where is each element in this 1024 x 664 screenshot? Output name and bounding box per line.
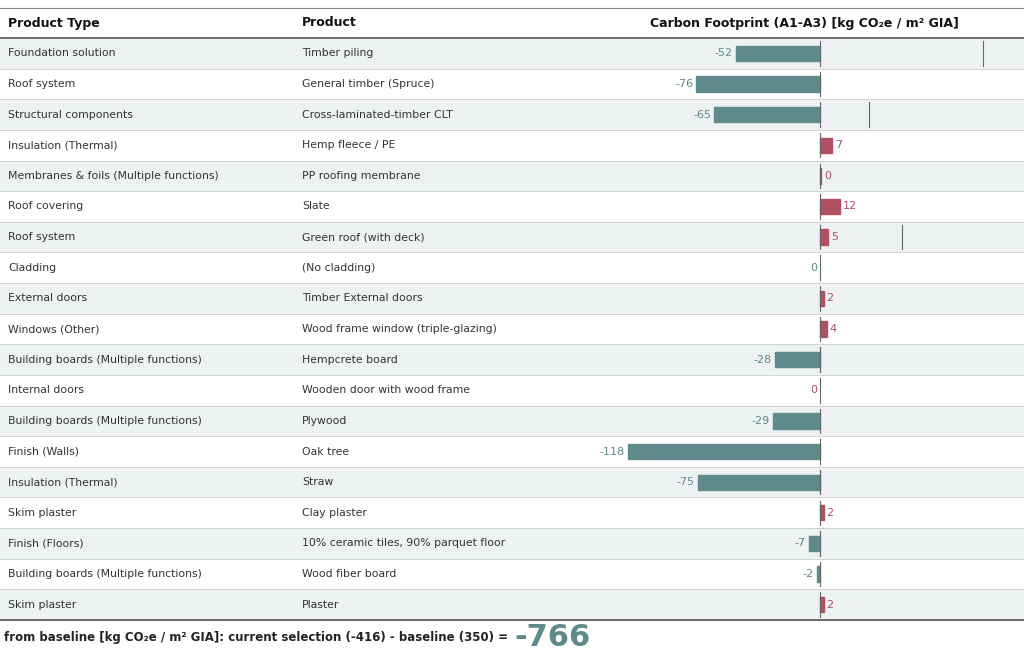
Text: Cladding: Cladding <box>8 263 56 273</box>
Text: (No cladding): (No cladding) <box>302 263 376 273</box>
Bar <box>0 161 1024 191</box>
Bar <box>0 467 1024 497</box>
Bar <box>820 291 823 306</box>
Bar <box>0 38 1024 68</box>
Text: Plaster: Plaster <box>302 600 339 610</box>
Bar <box>820 597 823 612</box>
Bar <box>0 436 1024 467</box>
Bar <box>774 352 820 367</box>
Text: Skim plaster: Skim plaster <box>8 508 76 518</box>
Text: Wood fiber board: Wood fiber board <box>302 569 396 579</box>
Text: -766: -766 <box>514 623 590 653</box>
Text: 0: 0 <box>810 385 817 395</box>
Bar <box>0 406 1024 436</box>
Text: Wooden door with wood frame: Wooden door with wood frame <box>302 385 470 395</box>
Text: 12: 12 <box>843 201 857 211</box>
Text: Product: Product <box>302 17 356 29</box>
Text: Finish (Walls): Finish (Walls) <box>8 446 79 457</box>
Bar <box>0 528 1024 558</box>
Text: Roof covering: Roof covering <box>8 201 83 211</box>
Bar <box>0 222 1024 252</box>
Bar <box>0 345 1024 375</box>
Bar <box>820 230 828 245</box>
Text: Internal doors: Internal doors <box>8 385 84 395</box>
Text: Clay plaster: Clay plaster <box>302 508 367 518</box>
Bar <box>0 99 1024 130</box>
Text: Membranes & foils (Multiple functions): Membranes & foils (Multiple functions) <box>8 171 219 181</box>
Text: -7: -7 <box>795 539 806 548</box>
Text: Product Type: Product Type <box>8 17 99 29</box>
Text: 2: 2 <box>826 600 834 610</box>
Text: Carbon Footprint (A1-A3) [kg CO₂e / m² GIA]: Carbon Footprint (A1-A3) [kg CO₂e / m² G… <box>649 17 958 29</box>
Text: -76: -76 <box>675 79 693 89</box>
Bar <box>820 137 831 153</box>
Text: Structural components: Structural components <box>8 110 133 120</box>
Bar <box>0 68 1024 99</box>
Text: -28: -28 <box>754 355 772 365</box>
Bar <box>0 130 1024 161</box>
Text: General timber (Spruce): General timber (Spruce) <box>302 79 434 89</box>
Text: Oak tree: Oak tree <box>302 446 349 457</box>
Bar <box>0 558 1024 590</box>
Text: Green roof (with deck): Green roof (with deck) <box>302 232 425 242</box>
Text: 2: 2 <box>826 508 834 518</box>
Bar <box>0 252 1024 283</box>
Text: Straw: Straw <box>302 477 333 487</box>
Bar <box>696 76 820 92</box>
Text: -75: -75 <box>677 477 695 487</box>
Text: 10% ceramic tiles, 90% parquet floor: 10% ceramic tiles, 90% parquet floor <box>302 539 505 548</box>
Bar <box>0 313 1024 345</box>
Text: Hemp fleece / PE: Hemp fleece / PE <box>302 140 395 150</box>
Text: -118: -118 <box>600 446 625 457</box>
Text: 2: 2 <box>826 293 834 303</box>
Text: External doors: External doors <box>8 293 87 303</box>
Text: 4: 4 <box>829 324 837 334</box>
Bar <box>0 375 1024 406</box>
Text: -29: -29 <box>752 416 770 426</box>
Bar <box>735 46 820 61</box>
Text: Finish (Floors): Finish (Floors) <box>8 539 84 548</box>
Text: -65: -65 <box>693 110 712 120</box>
Bar <box>820 505 823 521</box>
Text: Slate: Slate <box>302 201 330 211</box>
Bar <box>820 321 826 337</box>
Text: Hempcrete board: Hempcrete board <box>302 355 397 365</box>
Text: Timber piling: Timber piling <box>302 48 374 58</box>
Text: Insulation (Thermal): Insulation (Thermal) <box>8 477 118 487</box>
Bar <box>0 590 1024 620</box>
Text: Roof system: Roof system <box>8 79 75 89</box>
Text: Timber External doors: Timber External doors <box>302 293 423 303</box>
Text: 0: 0 <box>810 263 817 273</box>
Text: Change from baseline [kg CO₂e / m² GIA]: current selection (-416) - baseline (35: Change from baseline [kg CO₂e / m² GIA]:… <box>0 631 512 645</box>
Text: Windows (Other): Windows (Other) <box>8 324 99 334</box>
Bar <box>0 283 1024 313</box>
Text: Foundation solution: Foundation solution <box>8 48 116 58</box>
Bar <box>773 413 820 428</box>
Bar <box>809 536 820 551</box>
Bar <box>715 107 820 122</box>
Text: Insulation (Thermal): Insulation (Thermal) <box>8 140 118 150</box>
Text: Roof system: Roof system <box>8 232 75 242</box>
Text: 0: 0 <box>824 171 831 181</box>
Text: 5: 5 <box>831 232 839 242</box>
Text: Building boards (Multiple functions): Building boards (Multiple functions) <box>8 416 202 426</box>
Bar <box>698 475 820 490</box>
Text: -2: -2 <box>803 569 814 579</box>
Text: Building boards (Multiple functions): Building boards (Multiple functions) <box>8 569 202 579</box>
Bar <box>820 199 840 214</box>
Text: Plywood: Plywood <box>302 416 347 426</box>
Text: PP roofing membrane: PP roofing membrane <box>302 171 421 181</box>
Bar <box>0 497 1024 528</box>
Text: -52: -52 <box>715 48 732 58</box>
Bar <box>0 8 1024 38</box>
Text: Wood frame window (triple-glazing): Wood frame window (triple-glazing) <box>302 324 497 334</box>
Bar <box>628 444 820 459</box>
Bar <box>817 566 820 582</box>
Bar <box>0 191 1024 222</box>
Text: Skim plaster: Skim plaster <box>8 600 76 610</box>
Text: 7: 7 <box>835 140 842 150</box>
Text: Building boards (Multiple functions): Building boards (Multiple functions) <box>8 355 202 365</box>
Text: Cross-laminated-timber CLT: Cross-laminated-timber CLT <box>302 110 453 120</box>
